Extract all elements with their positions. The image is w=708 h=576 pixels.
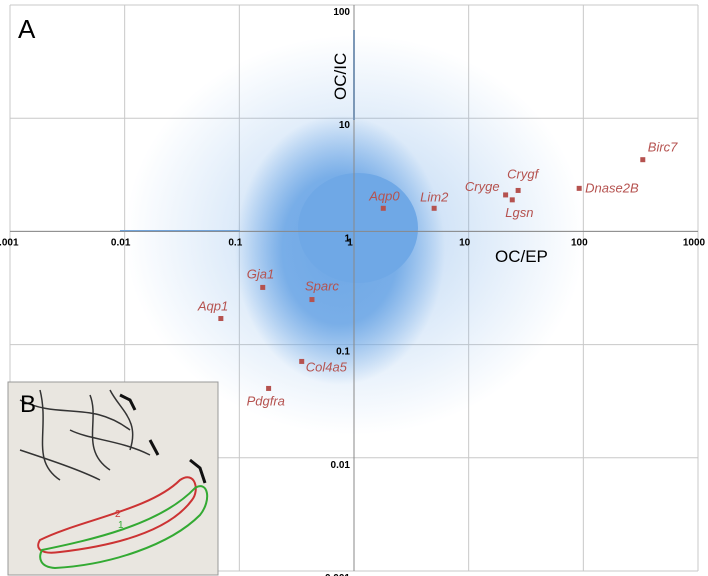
labeled-point: [380, 205, 386, 211]
point-label: Aqp0: [368, 188, 400, 203]
labeled-point: [509, 197, 515, 203]
region-2-outline: [37, 476, 197, 554]
point-label: Crygf: [507, 166, 539, 181]
cloud-center: [298, 173, 418, 283]
x-tick-label: 1: [347, 237, 353, 248]
y-tick-label: 100: [333, 7, 350, 18]
inset-debris: [119, 393, 207, 484]
y-tick-label: 0.001: [325, 573, 350, 576]
x-tick-label: 0.01: [111, 237, 131, 248]
x-tick-label: 100: [571, 237, 588, 248]
inset-tissue: [19, 389, 151, 481]
labeled-point: [218, 316, 224, 322]
point-label: Sparc: [305, 279, 339, 294]
labeled-point: [576, 185, 582, 191]
labeled-point: [299, 358, 305, 364]
labeled-point: [309, 297, 315, 303]
labeled-point: [260, 284, 266, 290]
x-axis-label: OC/EP: [495, 247, 548, 266]
y-tick-label: 10: [339, 120, 351, 131]
region-label: 2: [115, 509, 121, 520]
point-label: Birc7: [648, 140, 678, 155]
x-tick-label: 10: [459, 237, 471, 248]
point-label: Col4a5: [306, 359, 348, 374]
point-label: Aqp1: [197, 299, 228, 314]
inset-panel-label: B: [20, 391, 36, 418]
region-label: 1: [118, 520, 124, 531]
labeled-point: [431, 205, 437, 211]
panel-label: A: [18, 14, 36, 44]
point-cloud: [120, 30, 585, 435]
axes: 0.001 0.01 0.1 1 10 100 1000 0.001 0.01 0.1 1 10 100: [0, 5, 706, 576]
point-label: Pdgfra: [247, 393, 285, 408]
labeled-points: Birc7 Dnase2B Crygf Cryge Lgsn Lim2 Aqp0 Gja1 Sp…: [197, 140, 678, 409]
y-tick-label: 1: [344, 233, 350, 244]
labeled-point: [503, 192, 509, 198]
labeled-point: [266, 385, 272, 391]
y-tick-label: 0.1: [336, 347, 350, 358]
y-axis-label: OC/IC: [331, 53, 350, 100]
region-1-outline: [39, 485, 209, 570]
x-tick-label: 1000: [683, 237, 706, 248]
labeled-point: [515, 187, 521, 193]
point-label: Lgsn: [505, 205, 533, 220]
point-label: Gja1: [247, 266, 274, 281]
point-label: Lim2: [420, 189, 449, 204]
x-tick-label: 0.1: [228, 237, 242, 248]
inset-frame: [7, 381, 219, 576]
inset-b: B 1 2: [7, 381, 219, 576]
point-label: Dnase2B: [585, 180, 639, 195]
point-label: Cryge: [465, 179, 500, 194]
labeled-point: [640, 157, 646, 163]
x-tick-label: 0.001: [0, 237, 19, 248]
y-tick-label: 0.01: [331, 460, 351, 471]
